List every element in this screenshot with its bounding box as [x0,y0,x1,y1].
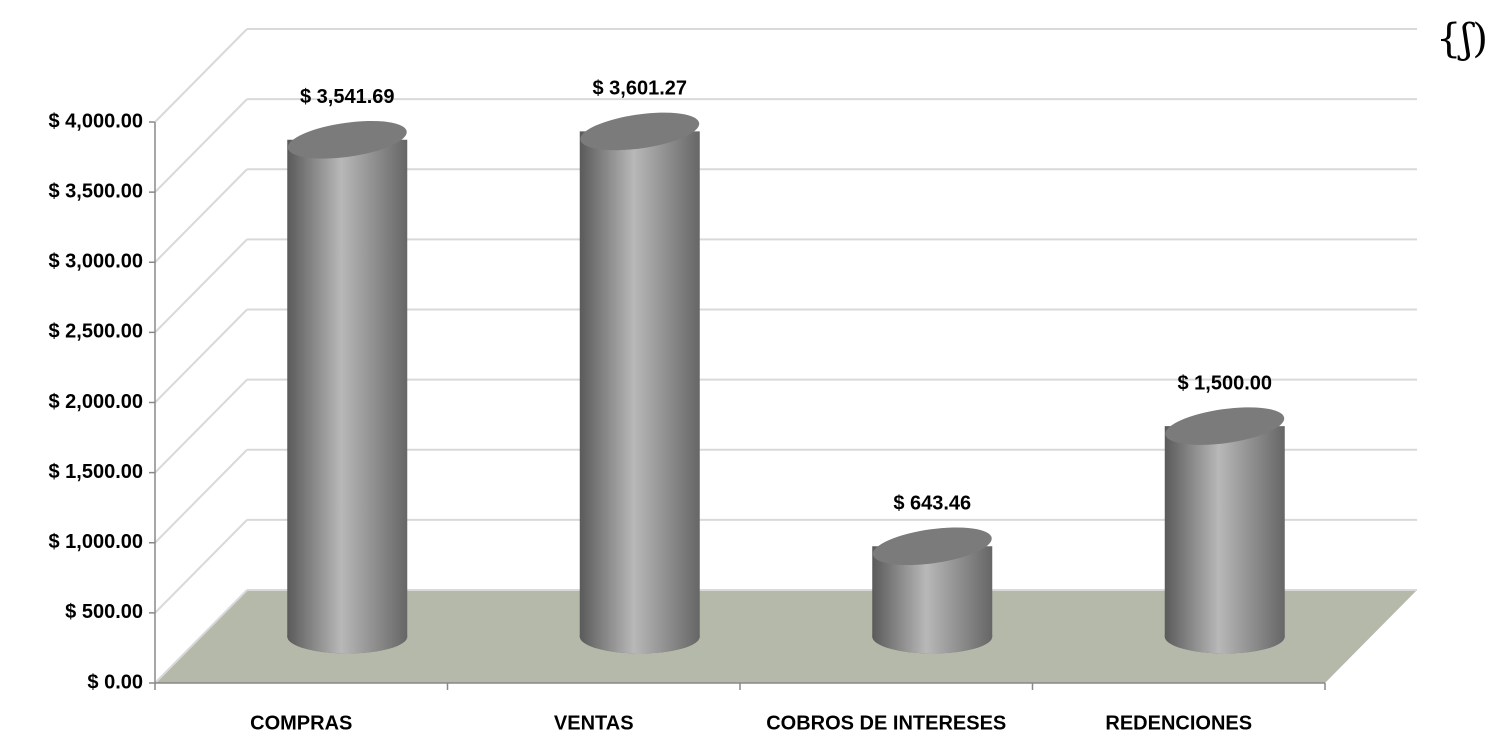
y-tick-label: $ 0.00 [87,671,143,693]
y-tick-label: $ 3,500.00 [48,180,143,202]
grid-line-side [154,238,248,334]
grid-line-side [154,98,248,193]
bar [579,131,700,654]
x-tick-label: COBROS DE INTERESES [766,712,1006,734]
annotation: {ʃ) [1436,16,1488,62]
value-label: $ 3,541.69 [300,86,395,108]
grid-line-side [154,28,248,123]
bar-top [872,527,992,566]
floor [155,590,1417,683]
grid-line-side [154,168,248,263]
y-tick-label: $ 1,000.00 [48,531,143,553]
bar [872,546,993,654]
x-tick-label: VENTAS [554,712,634,734]
grid-line-side [154,308,248,404]
bar-top [1165,407,1285,445]
y-tick-label: $ 3,000.00 [48,251,143,273]
x-tick-label: COMPRAS [250,712,352,734]
grid-line-side [154,449,248,544]
value-label: $ 643.46 [893,493,971,515]
x-tick-label: REDENCIONES [1105,712,1252,734]
value-label: $ 1,500.00 [1177,372,1272,394]
bar [287,139,408,654]
y-tick-label: $ 1,500.00 [48,461,143,483]
y-tick-label: $ 2,000.00 [48,391,143,413]
y-tick-label: $ 2,500.00 [48,321,143,343]
grid-line-side [154,589,248,684]
grid-line-side [154,519,248,614]
grid-line-side [154,378,248,474]
y-tick-label: $ 4,000.00 [48,110,143,132]
bar-top [580,112,700,151]
y-tick-label: $ 500.00 [65,601,143,623]
bar [1164,426,1285,654]
value-label: $ 3,601.27 [592,78,687,100]
bar-top [287,120,407,159]
